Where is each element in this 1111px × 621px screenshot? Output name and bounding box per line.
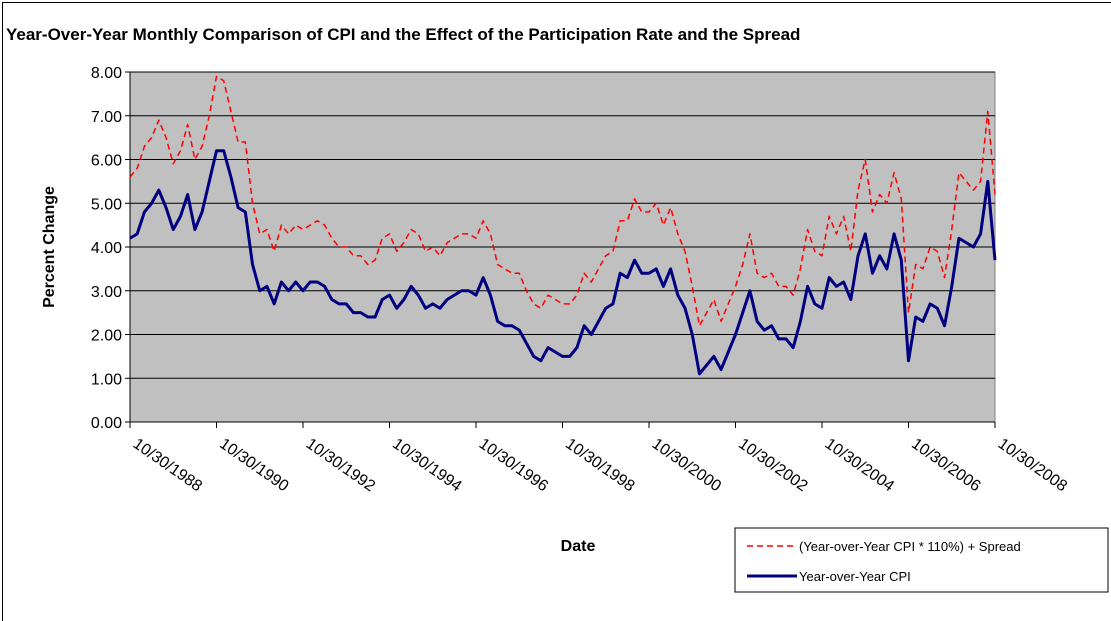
x-axis-title: Date: [561, 538, 596, 555]
y-tick-label: 3.00: [91, 284, 122, 301]
y-tick-label: 1.00: [91, 371, 122, 388]
y-tick-label: 5.00: [91, 196, 122, 213]
y-tick-label: 2.00: [91, 328, 122, 345]
y-tick-label: 8.00: [91, 65, 122, 82]
series-line: [129, 149, 997, 376]
y-tick-label: 6.00: [91, 153, 122, 170]
legend-label: Year-over-Year CPI: [799, 569, 911, 584]
y-tick-label: 7.00: [91, 109, 122, 126]
legend-label: (Year-over-Year CPI * 110%) + Spread: [799, 539, 1021, 554]
legend-box: [734, 527, 1109, 593]
chart-title: Year-Over-Year Monthly Comparison of CPI…: [6, 25, 800, 44]
y-tick-label: 0.00: [91, 415, 122, 432]
y-tick-label: 4.00: [91, 240, 122, 257]
y-axis-title: Percent Change: [41, 186, 58, 308]
